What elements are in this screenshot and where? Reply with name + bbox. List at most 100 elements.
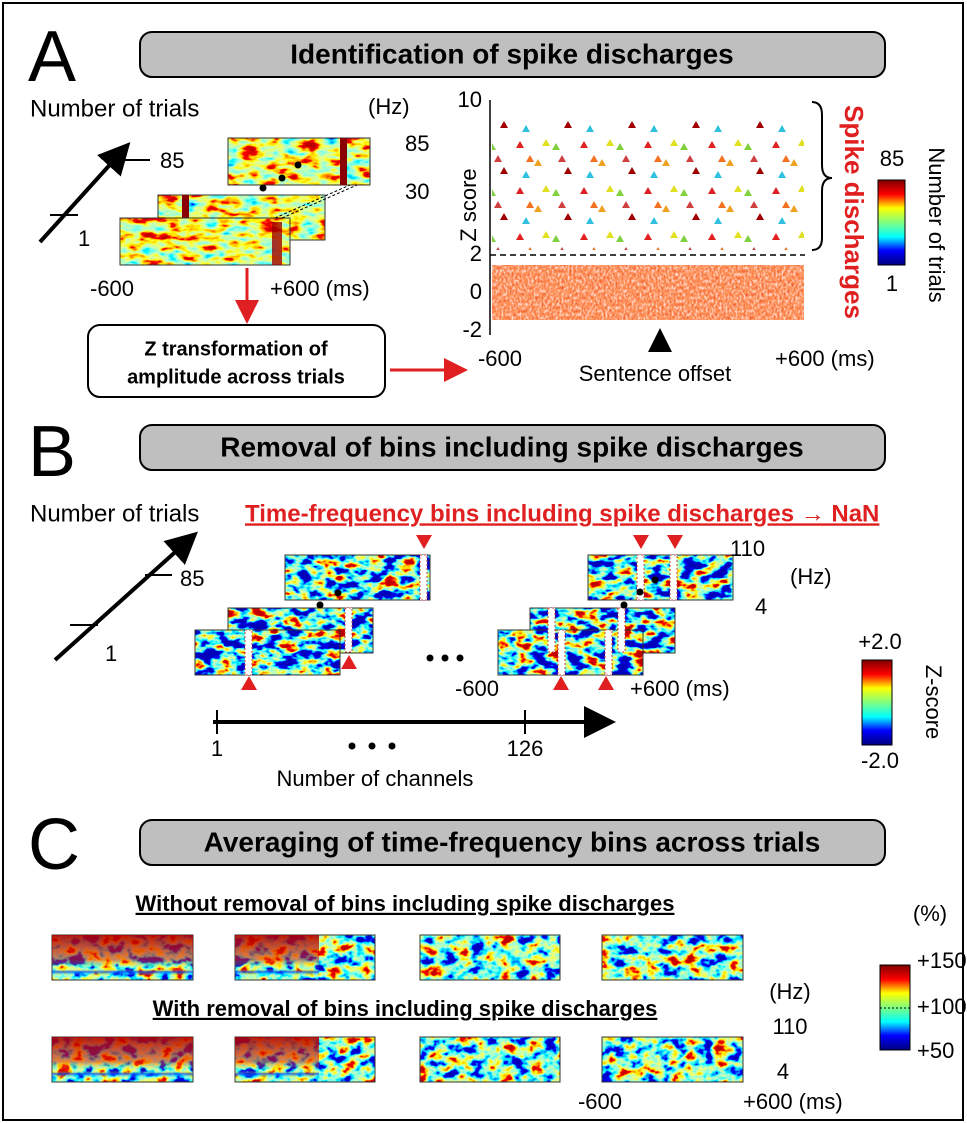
ellipsis-dot <box>441 654 449 662</box>
tick-label: -600 <box>90 276 134 301</box>
response-overlay <box>235 1037 319 1082</box>
ellipsis-dot <box>456 654 464 662</box>
tick-label: 30 <box>405 179 429 204</box>
label: Z transformation of <box>144 338 328 360</box>
heatmap-border <box>419 1036 561 1083</box>
nan-bin <box>419 554 428 601</box>
y-tick-label: 0 <box>470 279 482 304</box>
dot <box>278 174 286 182</box>
baseline-markers <box>492 265 804 320</box>
colorbar-label: 85 <box>880 146 904 171</box>
tick-label: 126 <box>507 736 544 761</box>
tick-label: 1 <box>105 641 117 666</box>
tick-label: -600 <box>455 676 499 701</box>
spike-marker <box>341 655 357 669</box>
tick-label: +600 (ms) <box>270 276 370 301</box>
title-box <box>139 31 886 78</box>
panel-title: Identification of spike discharges <box>290 38 733 69</box>
process-box <box>87 324 386 398</box>
nan-bin <box>344 607 353 653</box>
heatmap-border <box>419 934 561 981</box>
axis-label: Number of channels <box>277 766 474 791</box>
colorbar-label: +150 <box>917 948 967 973</box>
spike-marker <box>633 535 649 549</box>
dot <box>294 161 302 169</box>
ellipsis-dot <box>426 654 434 662</box>
nan-bin <box>636 554 645 601</box>
title-box <box>139 819 886 866</box>
heatmap <box>588 555 733 600</box>
dot <box>636 588 644 596</box>
colorbar-label: +50 <box>917 1038 954 1063</box>
spike-streak <box>272 222 282 265</box>
panel-letter: C <box>28 805 80 885</box>
heatmap <box>285 555 430 600</box>
tick-label: 85 <box>160 148 184 173</box>
tick-label: -600 <box>578 1089 622 1114</box>
annotation: Time-frequency bins including spike disc… <box>245 500 879 527</box>
panel-letter: A <box>28 17 76 97</box>
nan-bin <box>547 607 556 653</box>
tick-label: 110 <box>772 1014 807 1039</box>
panel-title: Averaging of time-frequency bins across … <box>204 826 821 857</box>
colorbar <box>861 659 893 746</box>
response-overlay <box>52 935 193 980</box>
ellipsis-dot <box>368 742 376 750</box>
tick-label: 85 <box>180 566 204 591</box>
label: (Hz) <box>769 979 811 1004</box>
heatmap-border <box>601 934 744 981</box>
heatmap <box>120 218 290 265</box>
trials-axis <box>53 531 198 662</box>
y-tick-label: -2 <box>462 317 482 342</box>
tick-label: +600 (ms) <box>775 346 875 371</box>
heatmap <box>602 1037 743 1082</box>
heatmap <box>195 630 340 675</box>
spike-marker <box>241 676 257 690</box>
axis-label: Z score <box>456 168 481 241</box>
dot <box>334 589 342 597</box>
heatmap <box>602 935 743 980</box>
heatmap-border <box>497 629 644 676</box>
tick-label: -600 <box>478 346 522 371</box>
dot <box>316 601 324 609</box>
row-title: Without removal of bins including spike … <box>136 891 675 916</box>
colorbar-title: Z-score <box>921 665 946 740</box>
heatmap-border <box>227 137 371 186</box>
label: amplitude across trials <box>127 366 345 388</box>
tick-label: +600 (ms) <box>743 1089 843 1114</box>
nan-bin <box>244 629 253 676</box>
dot <box>651 576 659 584</box>
heatmap <box>420 1037 560 1082</box>
nan-bin <box>557 629 566 676</box>
colorbar-label: 1 <box>886 271 898 296</box>
colorbar-title: Number of trials <box>924 147 949 302</box>
colorbar <box>877 179 906 266</box>
nan-bin <box>604 629 613 676</box>
tick-label: +600 (ms) <box>630 676 730 701</box>
heatmap-border <box>587 554 734 601</box>
trials-axis <box>38 142 131 244</box>
response-overlay <box>235 935 319 980</box>
response-overlay <box>52 1037 193 1082</box>
tick-label: 110 <box>730 536 765 561</box>
tick-label: 4 <box>777 1059 789 1084</box>
nan-bin <box>617 607 626 653</box>
label: (Hz) <box>368 94 410 119</box>
line <box>274 184 351 219</box>
tick-label: 4 <box>755 594 767 619</box>
spike-markers <box>492 120 804 250</box>
row-title: With removal of bins including spike dis… <box>153 996 658 1021</box>
nan-bin <box>669 554 678 601</box>
heatmap <box>420 935 560 980</box>
panel-letter: B <box>28 412 76 492</box>
colorbar-label: +100 <box>917 994 967 1019</box>
label: (Hz) <box>790 564 832 589</box>
tick-label: 1 <box>211 736 223 761</box>
heatmap-border <box>194 629 341 676</box>
heatmap-border <box>601 1036 744 1083</box>
ellipsis-dot <box>388 742 396 750</box>
panel-title: Removal of bins including spike discharg… <box>220 431 803 462</box>
title-box <box>139 424 886 471</box>
label: (%) <box>913 901 947 926</box>
